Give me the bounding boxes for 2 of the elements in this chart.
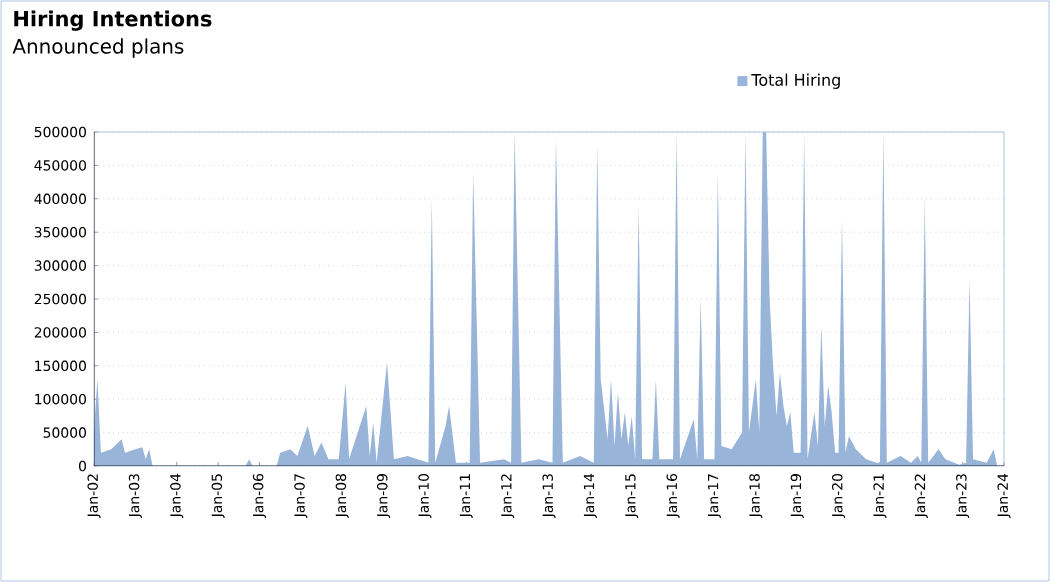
chart-title: Hiring Intentions: [14, 10, 212, 31]
chart-subtitle: Announced plans: [12, 38, 184, 58]
